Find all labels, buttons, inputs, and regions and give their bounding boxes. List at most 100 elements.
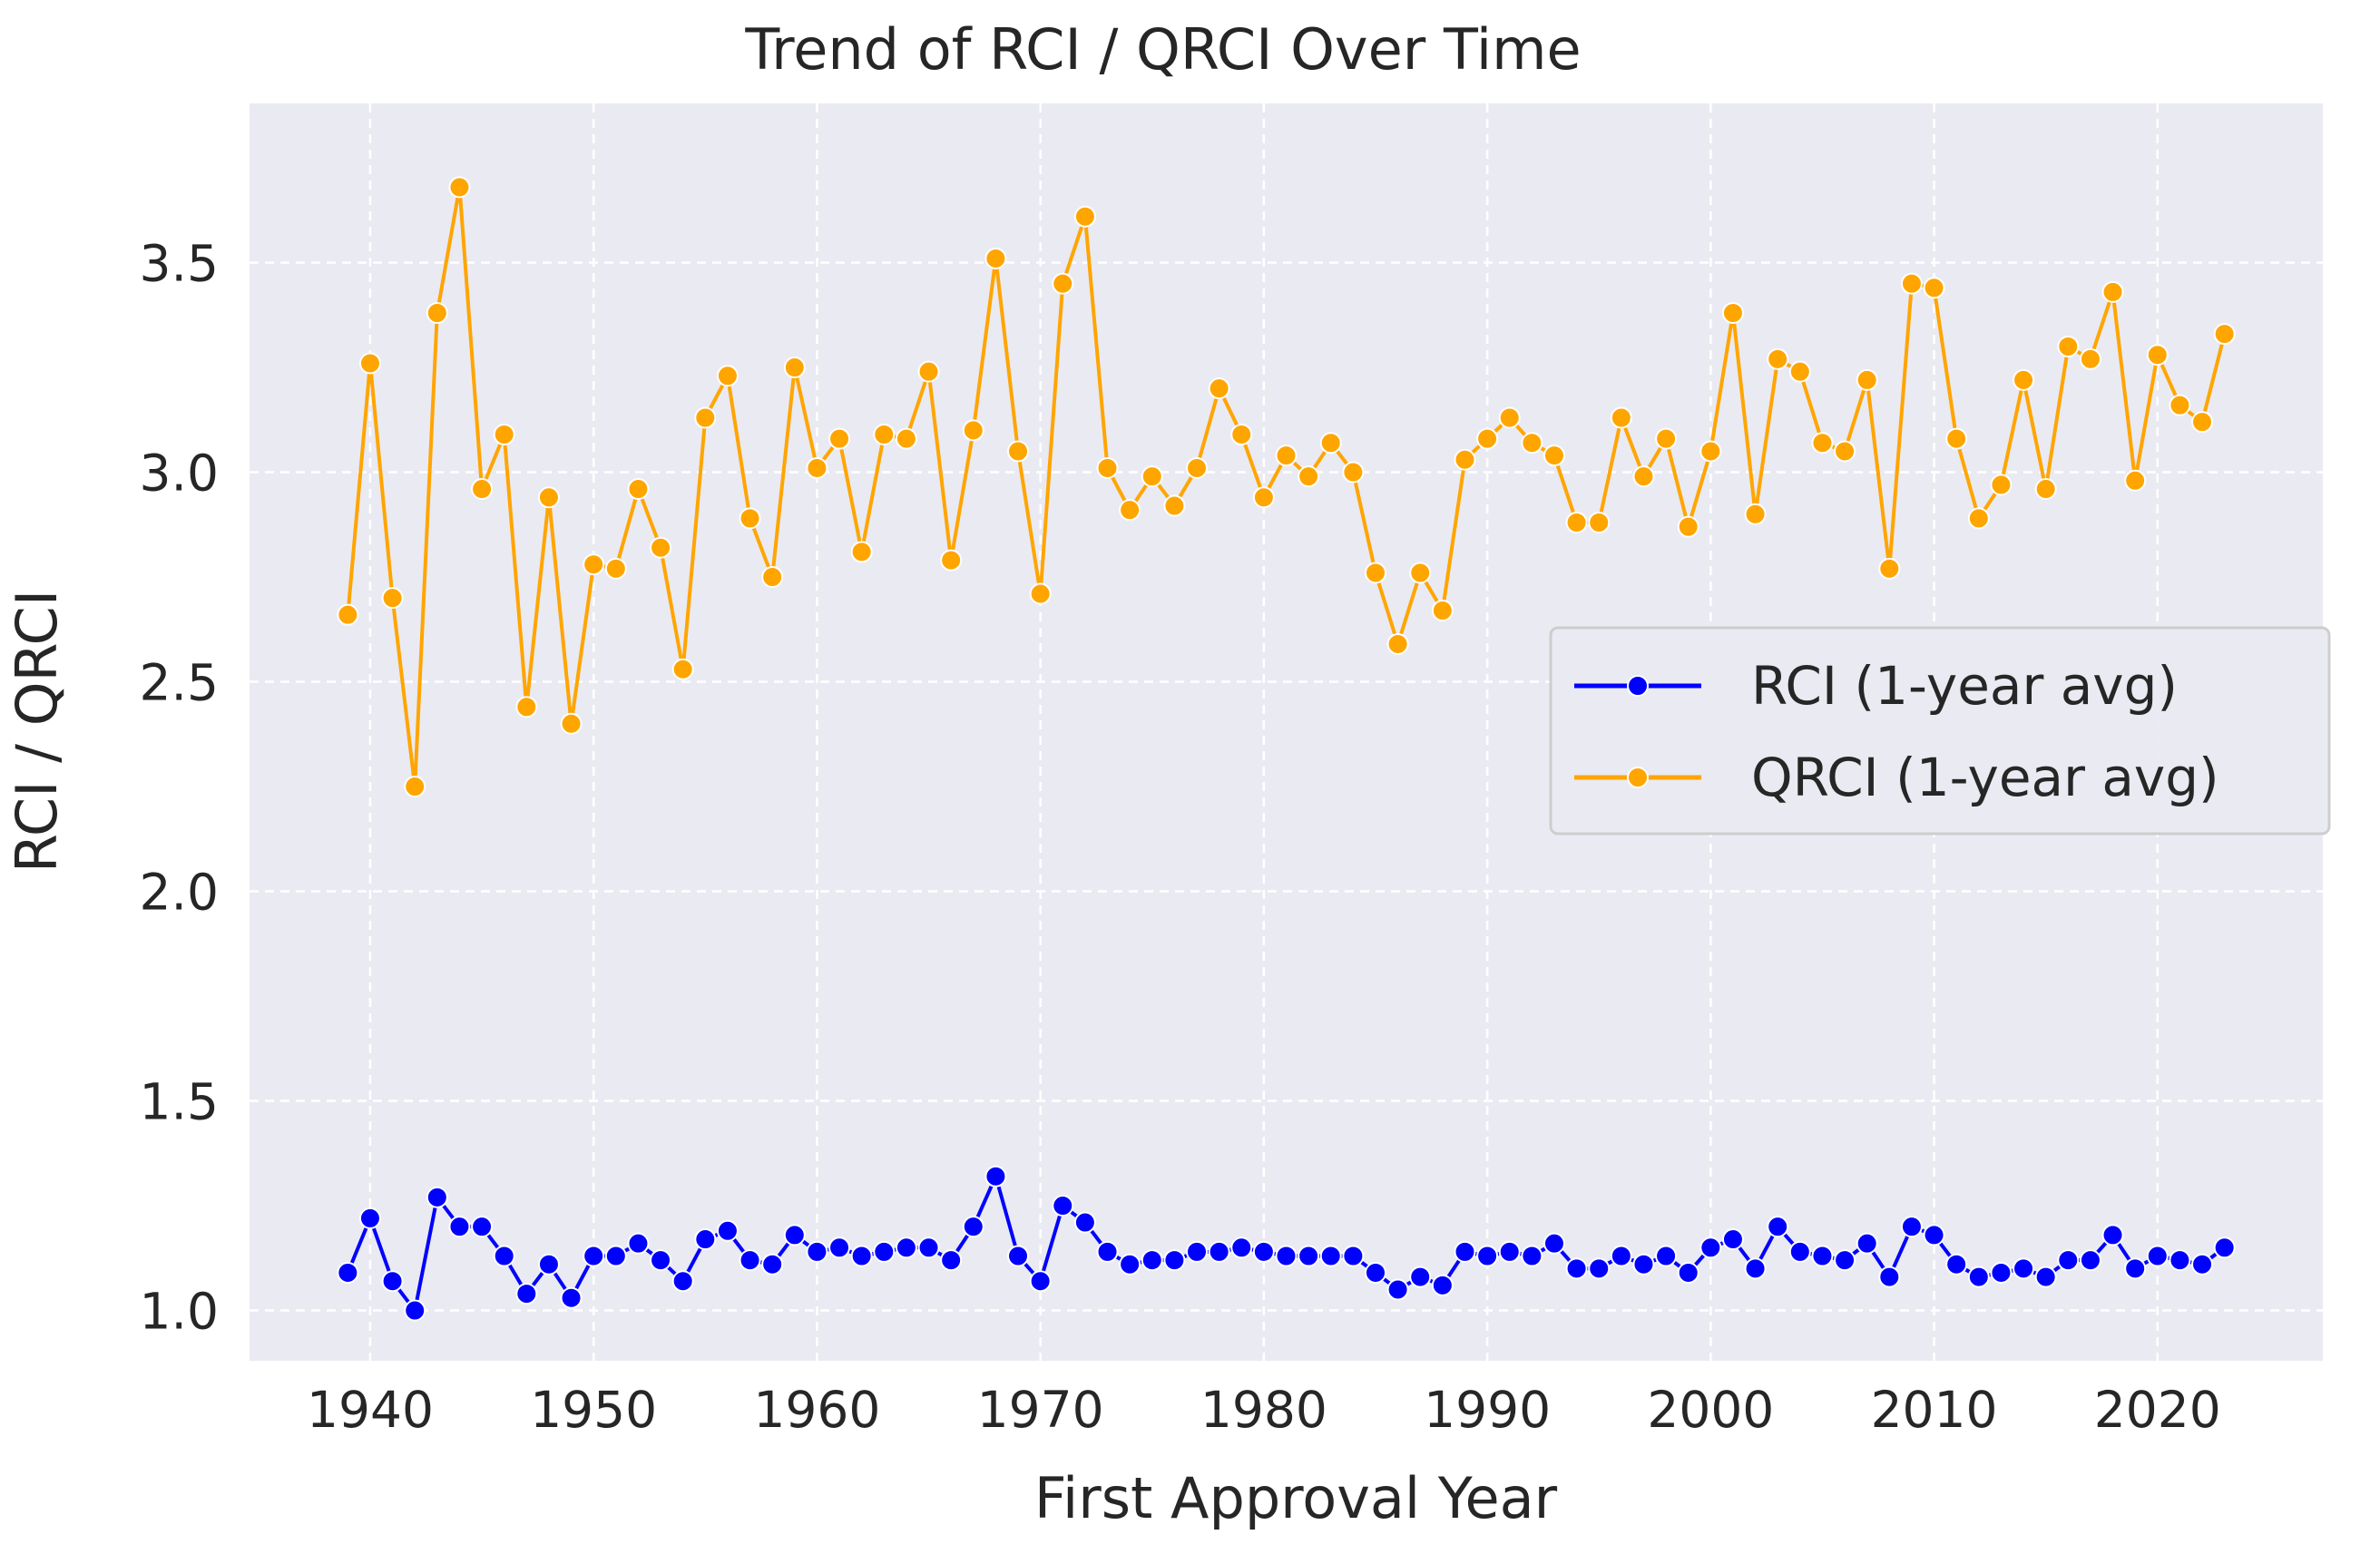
data-point-rci bbox=[1655, 1245, 1678, 1267]
data-point-qrci bbox=[1655, 427, 1678, 450]
data-point-qrci bbox=[1386, 632, 1409, 655]
y-tick-label: 2.0 bbox=[140, 864, 219, 922]
data-point-qrci bbox=[1856, 368, 1878, 391]
y-tick-label: 1.0 bbox=[140, 1283, 219, 1341]
x-tick-label: 1980 bbox=[1200, 1381, 1327, 1439]
data-point-rci bbox=[1007, 1245, 1030, 1267]
data-point-rci bbox=[1052, 1195, 1074, 1217]
data-point-qrci bbox=[1632, 465, 1655, 488]
data-point-rci bbox=[1588, 1257, 1611, 1280]
y-tick-label: 3.0 bbox=[140, 445, 219, 503]
data-point-qrci bbox=[671, 658, 694, 680]
data-point-qrci bbox=[426, 302, 448, 324]
data-point-qrci bbox=[1230, 423, 1253, 445]
data-point-qrci bbox=[560, 712, 583, 735]
data-point-rci bbox=[1454, 1240, 1476, 1263]
data-point-qrci bbox=[1967, 507, 1990, 530]
legend-marker-qrci bbox=[1627, 767, 1649, 788]
data-point-qrci bbox=[917, 360, 940, 383]
data-point-qrci bbox=[1588, 512, 1611, 533]
data-point-qrci bbox=[1677, 515, 1699, 538]
data-point-rci bbox=[1788, 1240, 1811, 1263]
data-point-rci bbox=[381, 1270, 404, 1293]
data-point-qrci bbox=[783, 357, 806, 379]
data-point-rci bbox=[2213, 1237, 2236, 1259]
data-point-qrci bbox=[1252, 486, 1275, 509]
data-point-qrci bbox=[1699, 440, 1722, 463]
x-tick-label: 1990 bbox=[1424, 1381, 1551, 1439]
data-point-qrci bbox=[1431, 600, 1454, 622]
data-point-qrci bbox=[895, 427, 917, 450]
data-point-qrci bbox=[1923, 277, 1945, 299]
data-point-rci bbox=[2191, 1253, 2214, 1276]
data-point-rci bbox=[627, 1232, 650, 1255]
data-point-qrci bbox=[962, 419, 984, 442]
data-point-rci bbox=[1252, 1240, 1275, 1263]
data-point-qrci bbox=[1275, 445, 1298, 467]
data-point-rci bbox=[917, 1237, 940, 1259]
y-axis: 1.0 1.5 2.0 2.5 3.0 3.5 bbox=[140, 235, 219, 1341]
data-point-rci bbox=[560, 1286, 583, 1309]
data-point-rci bbox=[962, 1216, 984, 1238]
data-point-qrci bbox=[537, 486, 560, 509]
data-point-rci bbox=[2034, 1266, 2057, 1288]
data-point-qrci bbox=[739, 507, 761, 530]
data-point-rci bbox=[1141, 1249, 1163, 1272]
data-point-qrci bbox=[2079, 347, 2101, 370]
data-point-qrci bbox=[1007, 440, 1030, 463]
data-point-qrci bbox=[2013, 368, 2035, 391]
data-point-qrci bbox=[2124, 469, 2147, 492]
data-point-qrci bbox=[493, 423, 515, 445]
data-point-rci bbox=[984, 1165, 1007, 1188]
data-point-qrci bbox=[761, 566, 784, 589]
data-point-qrci bbox=[448, 176, 471, 199]
data-point-rci bbox=[426, 1186, 448, 1208]
data-point-qrci bbox=[873, 423, 896, 445]
data-point-rci bbox=[2169, 1249, 2191, 1272]
data-point-rci bbox=[1208, 1240, 1230, 1263]
data-point-rci bbox=[671, 1270, 694, 1293]
data-point-rci bbox=[650, 1249, 672, 1272]
data-point-rci bbox=[1878, 1266, 1901, 1288]
data-point-rci bbox=[873, 1240, 896, 1263]
data-point-rci bbox=[1096, 1240, 1119, 1263]
data-point-rci bbox=[1565, 1257, 1588, 1280]
data-point-qrci bbox=[1498, 406, 1521, 429]
data-point-qrci bbox=[1788, 360, 1811, 383]
data-point-qrci bbox=[716, 365, 739, 387]
data-point-qrci bbox=[1319, 432, 1342, 455]
data-point-rci bbox=[1476, 1245, 1499, 1267]
data-point-rci bbox=[1923, 1224, 1945, 1246]
data-point-qrci bbox=[984, 247, 1007, 269]
data-point-rci bbox=[1677, 1261, 1699, 1284]
data-point-rci bbox=[1834, 1249, 1856, 1272]
data-point-qrci bbox=[1990, 474, 2013, 496]
data-point-qrci bbox=[2169, 394, 2191, 416]
data-point-rci bbox=[1409, 1266, 1432, 1288]
x-tick-label: 2010 bbox=[1871, 1381, 1998, 1439]
data-point-qrci bbox=[515, 696, 538, 718]
data-point-qrci bbox=[1163, 494, 1186, 517]
data-point-qrci bbox=[2101, 280, 2124, 303]
data-point-rci bbox=[1721, 1228, 1744, 1251]
data-point-qrci bbox=[1119, 499, 1141, 522]
data-point-qrci bbox=[650, 536, 672, 559]
data-point-qrci bbox=[1409, 562, 1432, 584]
data-point-rci bbox=[448, 1216, 471, 1238]
data-point-qrci bbox=[828, 427, 851, 450]
data-point-rci bbox=[1119, 1253, 1141, 1276]
data-point-rci bbox=[537, 1253, 560, 1276]
data-point-rci bbox=[1945, 1253, 1968, 1276]
legend-label-rci: RCI (1-year avg) bbox=[1751, 655, 2178, 717]
data-point-rci bbox=[1386, 1278, 1409, 1301]
data-point-qrci bbox=[1878, 557, 1901, 580]
x-tick-label: 2000 bbox=[1647, 1381, 1774, 1439]
data-point-rci bbox=[1029, 1270, 1052, 1293]
data-point-rci bbox=[1610, 1245, 1632, 1267]
data-point-qrci bbox=[806, 456, 828, 479]
x-tick-label: 1970 bbox=[977, 1381, 1104, 1439]
data-point-rci bbox=[1990, 1261, 2013, 1284]
data-point-qrci bbox=[1476, 427, 1499, 450]
data-point-qrci bbox=[940, 549, 963, 572]
